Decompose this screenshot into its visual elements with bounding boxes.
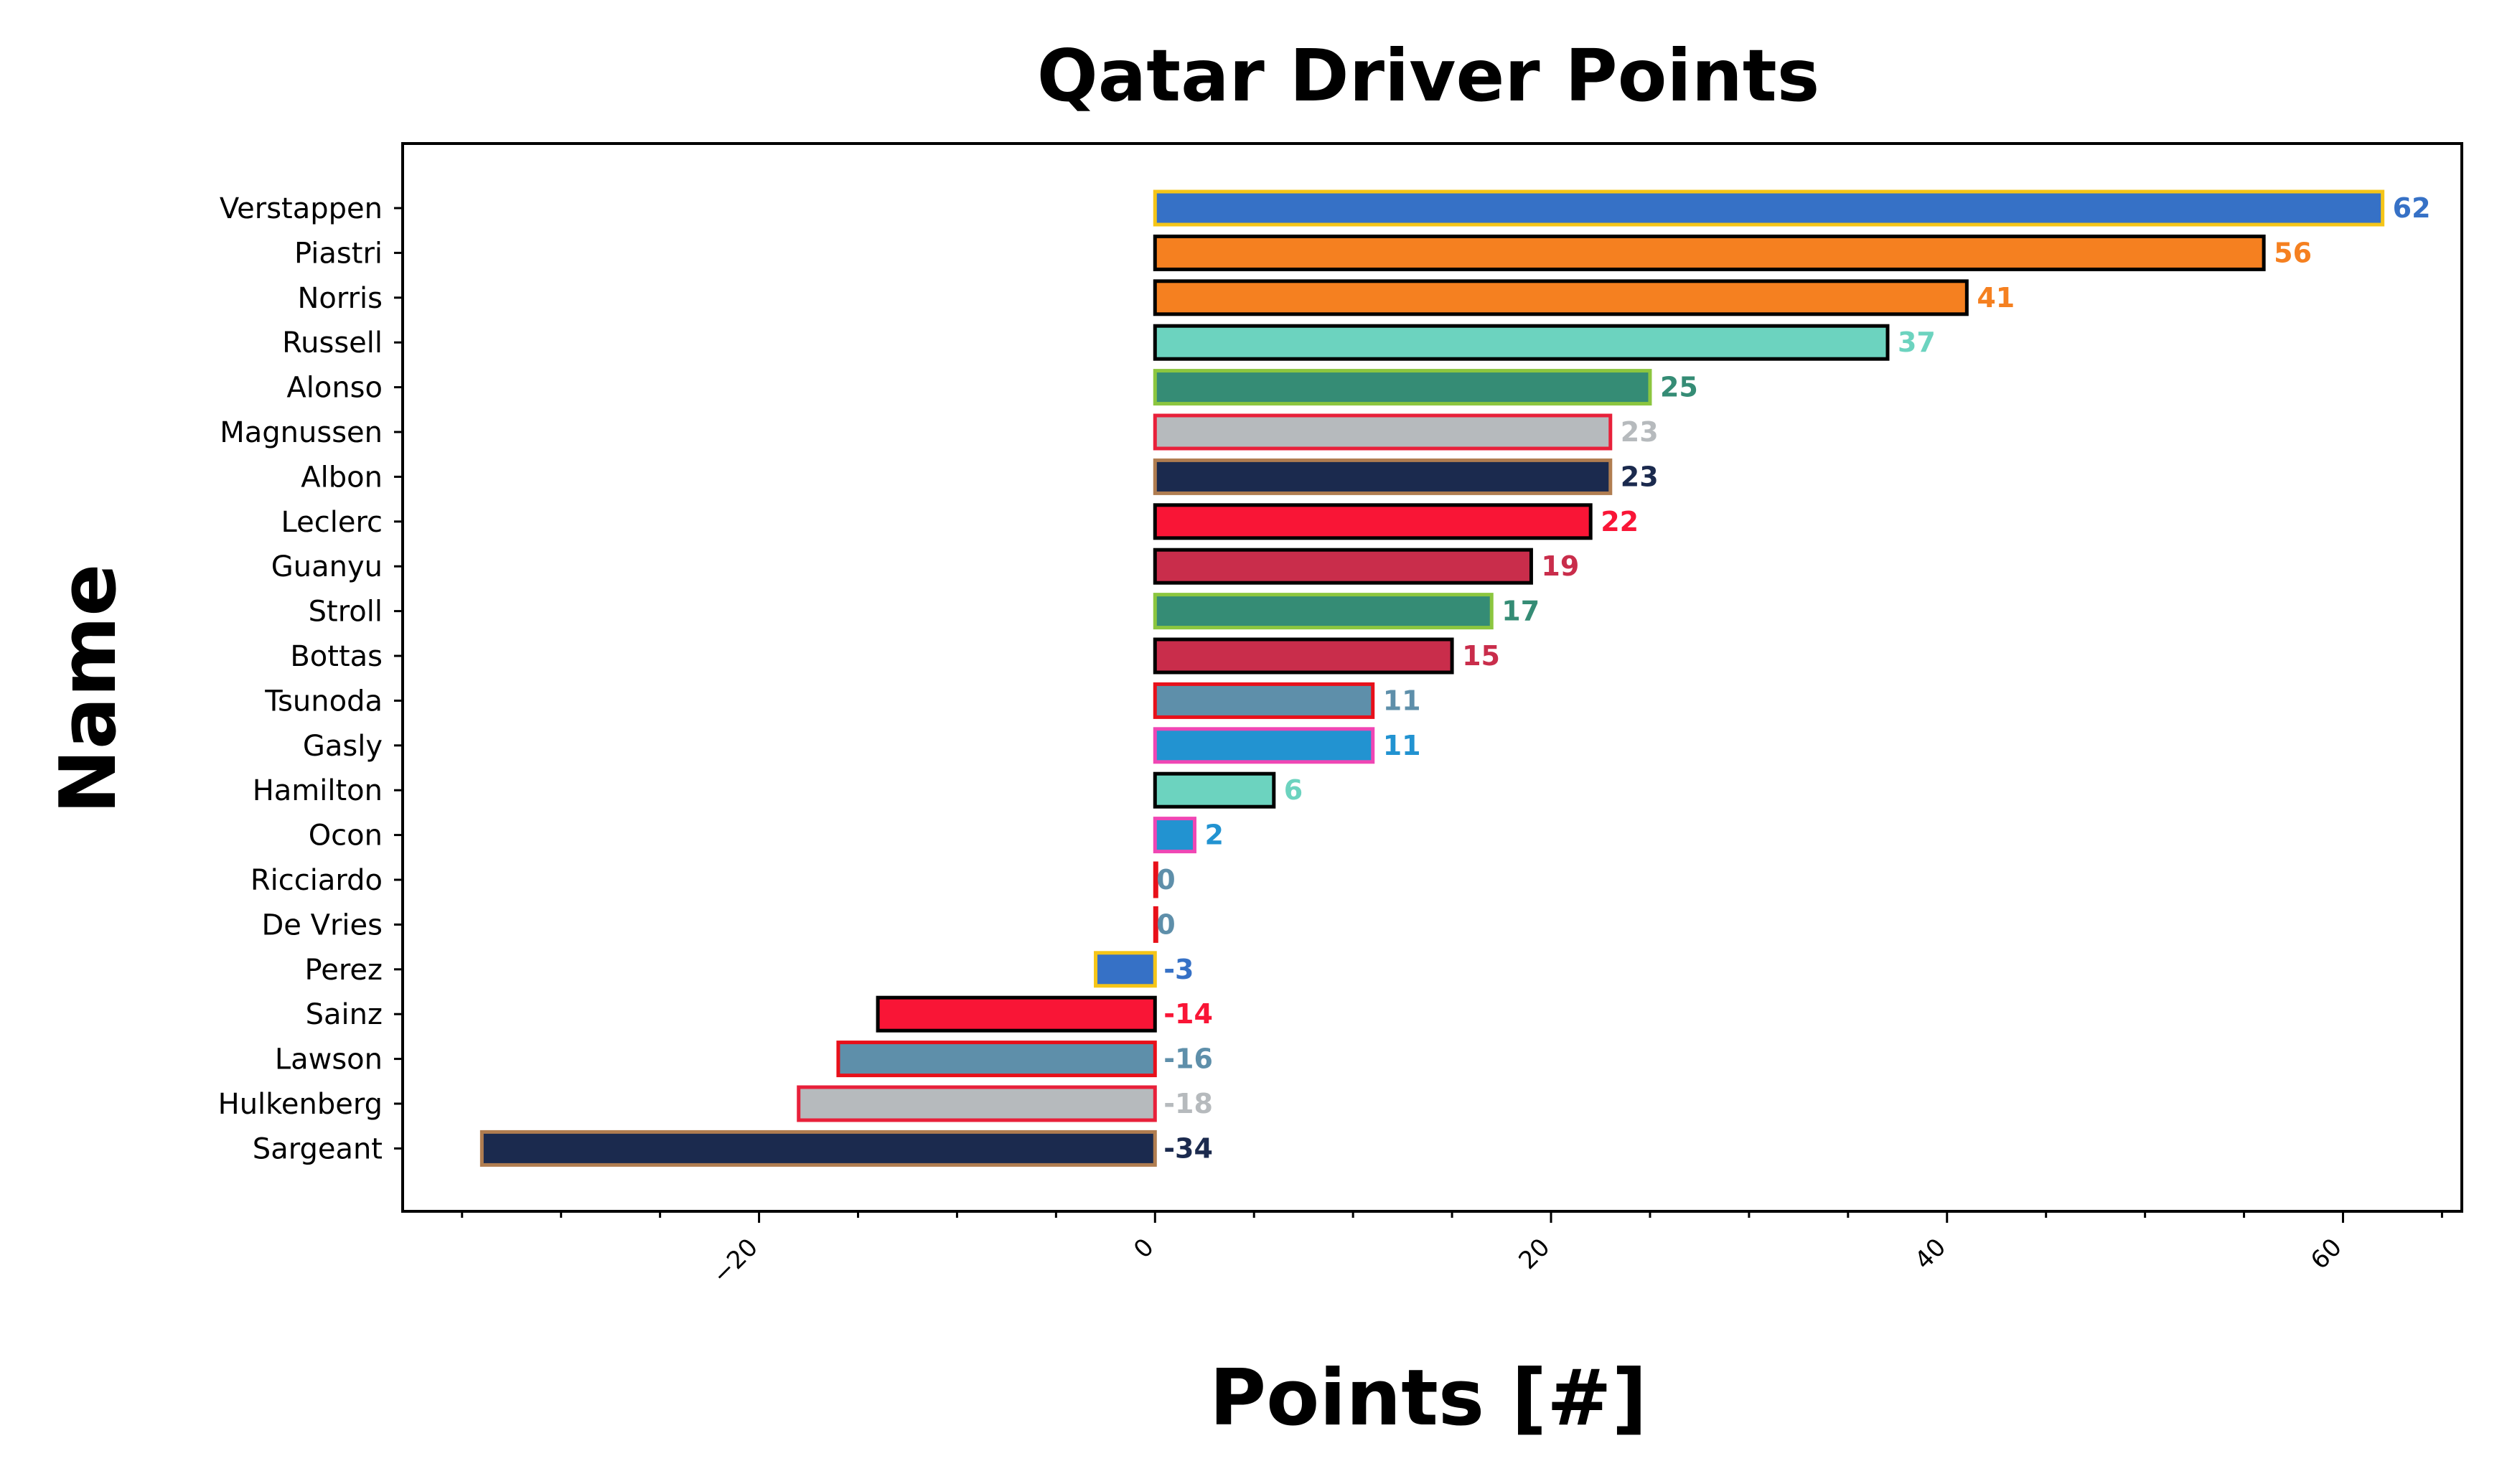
bar [1153, 548, 1533, 585]
data-label: 6 [1284, 774, 1303, 806]
data-label: -3 [1163, 954, 1194, 985]
chart-title: Qatar Driver Points [1037, 34, 1819, 118]
y-tick-label: Sainz [306, 998, 383, 1031]
data-label: 37 [1898, 327, 1936, 358]
data-label: 15 [1462, 640, 1500, 672]
y-tick-label: Piastri [294, 237, 383, 270]
y-tick-label: Norris [297, 282, 383, 315]
data-label: 62 [2393, 192, 2431, 224]
bar [836, 1041, 1157, 1078]
y-tick-label: Ocon [309, 820, 383, 853]
x-tick-label: 0 [1128, 1233, 1160, 1264]
y-tick-label: Verstappen [220, 192, 383, 225]
y-tick-label: Bottas [290, 640, 383, 673]
bar [1153, 458, 1613, 495]
plot-frame [401, 142, 2463, 1213]
bar [1153, 369, 1652, 406]
data-label: 19 [1541, 550, 1579, 582]
bar [1153, 189, 2385, 227]
y-tick-label: Guanyu [271, 550, 383, 583]
y-tick-label: Ricciardo [250, 864, 383, 897]
data-label: -18 [1163, 1088, 1213, 1119]
y-tick-label: Lawson [275, 1043, 383, 1076]
data-label: 22 [1601, 506, 1639, 537]
data-label: 25 [1660, 372, 1698, 403]
data-label: 0 [1156, 908, 1175, 940]
x-tick-label: −20 [707, 1233, 764, 1290]
y-tick-label: Perez [305, 954, 383, 987]
bar [1153, 503, 1593, 540]
data-label: 11 [1383, 730, 1421, 761]
data-label: 11 [1383, 685, 1421, 716]
y-tick-label: Tsunoda [264, 685, 383, 718]
bar [1094, 951, 1157, 988]
bar [1153, 817, 1196, 854]
bar [1153, 682, 1375, 719]
y-tick-label: Sargeant [253, 1132, 383, 1165]
y-tick-label: Alonso [286, 372, 383, 405]
data-label: 2 [1204, 820, 1223, 851]
y-tick-label: Hamilton [253, 774, 383, 807]
bar [479, 1130, 1157, 1167]
y-tick-label: Magnussen [220, 416, 383, 449]
data-label: -16 [1163, 1043, 1213, 1075]
y-tick-label: De Vries [262, 908, 383, 941]
data-label: -14 [1163, 998, 1213, 1030]
data-label: -34 [1163, 1132, 1213, 1164]
y-tick-label: Stroll [309, 596, 383, 629]
bar [1153, 234, 2266, 271]
bar [1153, 637, 1454, 675]
y-tick-label: Leclerc [281, 506, 383, 539]
bar [1153, 279, 1969, 316]
data-label: 23 [1621, 416, 1659, 448]
bar [1153, 861, 1158, 898]
x-axis-label: Points [#] [1209, 1353, 1647, 1443]
x-tick-label: 20 [1514, 1233, 1556, 1275]
bar [1153, 324, 1890, 361]
bar [1153, 906, 1158, 943]
bar [1153, 727, 1375, 764]
data-label: 17 [1501, 596, 1540, 627]
x-tick-label: 60 [2305, 1233, 2348, 1275]
bar [876, 995, 1157, 1033]
y-axis-label: Name [44, 563, 133, 814]
bar [797, 1085, 1157, 1122]
y-tick-label: Hulkenberg [218, 1088, 383, 1121]
data-label: 41 [1977, 282, 2015, 314]
data-label: 0 [1156, 864, 1175, 896]
data-label: 56 [2274, 237, 2312, 268]
data-label: 23 [1621, 461, 1659, 492]
y-tick-label: Gasly [303, 730, 383, 763]
y-tick-label: Russell [282, 327, 383, 360]
y-tick-label: Albon [301, 461, 383, 494]
bar [1153, 413, 1613, 451]
x-tick-label: 40 [1909, 1233, 1952, 1275]
bar [1153, 593, 1494, 630]
bar [1153, 771, 1276, 809]
